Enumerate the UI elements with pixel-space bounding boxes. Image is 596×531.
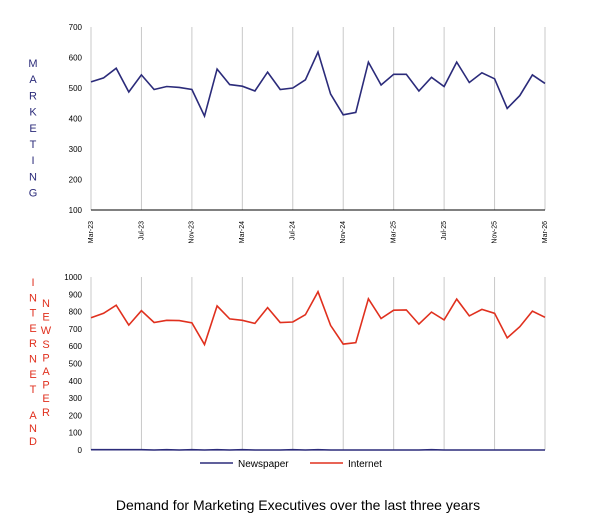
y-tick-label-600: 600 <box>69 54 83 63</box>
x-tick-label-mar-26: Mar-26 <box>542 221 549 243</box>
internet-series-line <box>90 289 546 347</box>
y-tick-label-900: 900 <box>69 290 83 299</box>
y-tick-label-100: 100 <box>69 206 83 215</box>
y-tick-label-400: 400 <box>69 115 83 124</box>
y-axis-label-letter: T <box>30 384 37 396</box>
y-tick-label-1000: 1000 <box>64 273 82 282</box>
chart-caption: Demand for Marketing Executives over the… <box>115 497 481 513</box>
y-axis-label-letter: R <box>29 90 37 102</box>
y-tick-label-700: 700 <box>69 23 83 32</box>
legend-label-newspaper: Newspaper <box>238 459 289 470</box>
y-axis-label-letter: E <box>42 312 49 324</box>
y-axis-label-letter: M <box>28 58 37 70</box>
y-axis-label-letter: G <box>29 188 38 200</box>
y-tick-label-600: 600 <box>69 342 83 351</box>
y-axis-label-letter: P <box>42 352 49 364</box>
legend-label-internet: Internet <box>348 459 382 470</box>
y-axis-label-letter: I <box>31 155 34 167</box>
x-tick-label-nov-24: Nov-24 <box>340 221 347 244</box>
marketing-chart: 100 200 300 400 500 600 700 Mar-23 Jul-23 Nov-23… <box>28 23 548 244</box>
y-axis-label-letter: E <box>29 369 36 381</box>
chart-canvas: 100 200 300 400 500 600 700 Mar-23 Jul-23 Nov-23… <box>28 23 548 470</box>
y-axis-label-letter: T <box>30 139 37 151</box>
y-axis-label-letter: E <box>29 123 36 135</box>
y-axis-label-letter: N <box>29 292 37 304</box>
y-axis-label-letter: I <box>31 277 34 289</box>
y-tick-label-800: 800 <box>69 308 83 317</box>
y-axis-label-letter: S <box>42 339 49 351</box>
x-tick-label-jul-25: Jul-25 <box>441 221 448 240</box>
y-axis-label-letter: N <box>42 298 50 310</box>
y-axis-label-letter: A <box>29 74 37 86</box>
y-tick-label-300: 300 <box>69 145 83 154</box>
x-tick-label-nov-23: Nov-23 <box>189 221 196 244</box>
y-axis-label-letter: N <box>29 171 37 183</box>
y-axis-label-letter: N <box>29 423 37 435</box>
y-axis-label-letter: E <box>29 323 36 335</box>
y-tick-label-100: 100 <box>69 429 83 438</box>
y-axis-label-letter: R <box>42 407 50 419</box>
legend: Newspaper Internet <box>200 459 382 470</box>
y-tick-label-700: 700 <box>69 325 83 334</box>
y-tick-label-300: 300 <box>69 394 83 403</box>
y-tick-label-500: 500 <box>69 84 83 93</box>
y-axis-label-letter: R <box>29 338 37 350</box>
y-axis-label-letter: T <box>30 308 37 320</box>
x-tick-label-mar-25: Mar-25 <box>391 221 398 243</box>
y-tick-label-0: 0 <box>78 446 83 455</box>
x-tick-label-mar-24: Mar-24 <box>239 221 246 243</box>
y-axis-label-letter: D <box>29 436 37 448</box>
y-tick-label-400: 400 <box>69 377 83 386</box>
y-axis-label-letter: A <box>29 410 37 422</box>
y-axis-label-letter: W <box>41 325 52 337</box>
y-axis-label-letter: A <box>42 366 50 378</box>
x-tick-label-mar-23: Mar-23 <box>88 221 95 243</box>
y-axis-label-letter: P <box>42 380 49 392</box>
x-tick-label-jul-24: Jul-24 <box>290 221 297 240</box>
y-tick-label-500: 500 <box>69 360 83 369</box>
x-tick-label-jul-23: Jul-23 <box>138 221 145 240</box>
y-tick-label-200: 200 <box>69 411 83 420</box>
y-axis-label-letter: N <box>29 354 37 366</box>
y-axis-label-letter: E <box>42 393 49 405</box>
y-axis-label-letter: K <box>29 107 37 119</box>
y-tick-label-200: 200 <box>69 176 83 185</box>
x-tick-label-nov-25: Nov-25 <box>491 221 498 244</box>
marketing-series-line <box>90 49 546 119</box>
